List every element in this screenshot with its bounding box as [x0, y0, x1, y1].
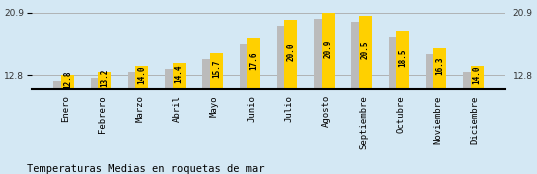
Bar — [284, 20, 297, 174]
Text: 13.2: 13.2 — [100, 69, 109, 87]
Bar — [470, 66, 484, 174]
Bar — [389, 37, 399, 174]
Bar — [165, 69, 176, 174]
Bar — [433, 48, 446, 174]
Text: 14.0: 14.0 — [473, 66, 482, 84]
Bar — [91, 78, 101, 174]
Bar — [351, 22, 362, 174]
Bar — [61, 75, 74, 174]
Text: 14.0: 14.0 — [137, 66, 146, 84]
Bar — [322, 13, 335, 174]
Text: 15.7: 15.7 — [212, 59, 221, 78]
Bar — [210, 53, 223, 174]
Text: 20.9: 20.9 — [324, 39, 332, 58]
Text: 14.4: 14.4 — [175, 64, 184, 83]
Bar — [426, 54, 437, 174]
Bar — [277, 26, 287, 174]
Bar — [463, 72, 474, 174]
Bar — [396, 31, 409, 174]
Bar — [98, 72, 111, 174]
Bar — [359, 16, 372, 174]
Bar — [202, 59, 213, 174]
Bar — [314, 19, 324, 174]
Text: 16.3: 16.3 — [436, 57, 445, 76]
Bar — [240, 44, 250, 174]
Text: 17.6: 17.6 — [249, 52, 258, 70]
Text: 20.0: 20.0 — [286, 43, 295, 61]
Text: 18.5: 18.5 — [398, 49, 407, 67]
Text: Temperaturas Medias en roquetas de mar: Temperaturas Medias en roquetas de mar — [27, 164, 264, 174]
Bar — [53, 81, 64, 174]
Text: 12.8: 12.8 — [63, 70, 72, 89]
Text: 20.5: 20.5 — [361, 41, 370, 59]
Bar — [135, 66, 148, 174]
Bar — [128, 72, 139, 174]
Bar — [247, 38, 260, 174]
Bar — [172, 63, 186, 174]
